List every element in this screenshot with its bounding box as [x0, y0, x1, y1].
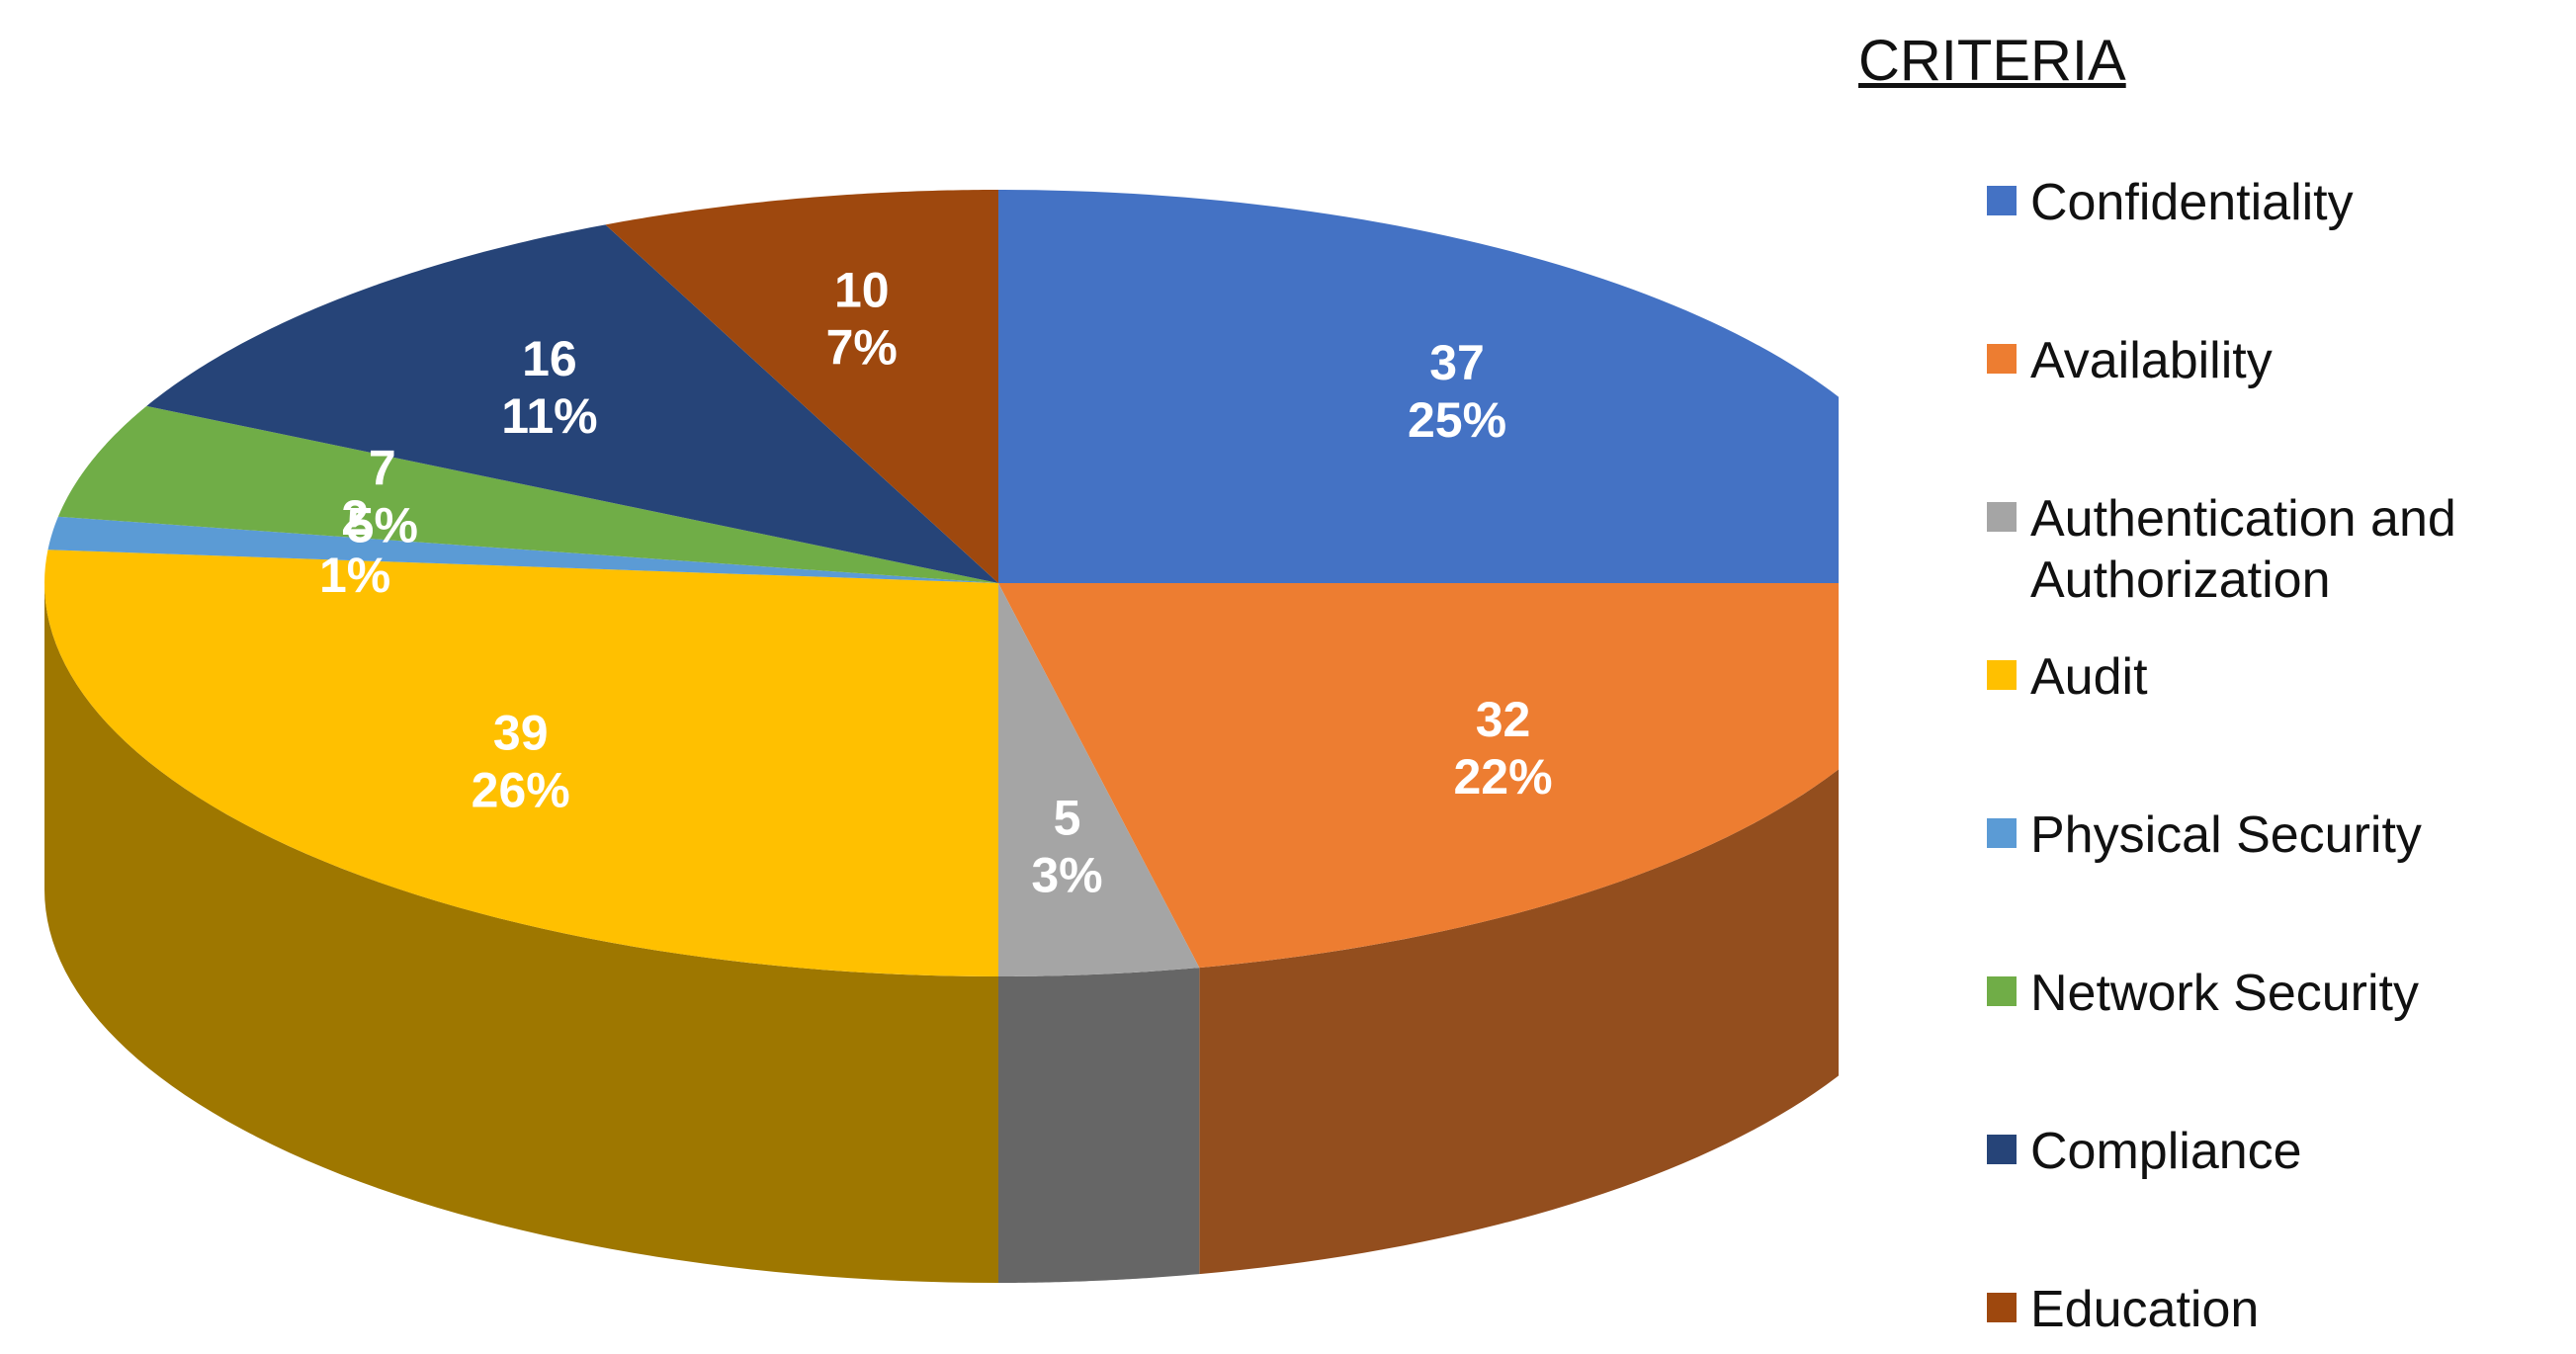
value-label: 2 [341, 490, 369, 546]
legend-title: CRITERIA [1858, 29, 2126, 93]
percentage-label: 1% [319, 548, 390, 603]
legend-item: Physical Security [1987, 804, 2560, 866]
percentage-label: 25% [1408, 392, 1506, 448]
percentage-label: 22% [1454, 749, 1553, 804]
legend-item: Confidentiality [1987, 172, 2560, 233]
value-label: 16 [522, 331, 577, 386]
legend-label: Compliance [2030, 1123, 2302, 1180]
pie-slice [605, 190, 998, 583]
legend-swatch [1987, 1135, 2017, 1164]
pie-side [44, 583, 998, 1283]
pie-slice [44, 550, 998, 976]
legend-item: Availability [1987, 330, 2560, 391]
legend-label: Authentication and Authorization [2030, 490, 2456, 609]
legend-swatch [1987, 186, 2017, 215]
percentage-label: 11% [501, 388, 597, 444]
pie-slice [998, 190, 1839, 583]
pie-slice [998, 583, 1839, 969]
pie-slice [57, 405, 999, 583]
legend-item: Education [1987, 1279, 2560, 1340]
value-label: 32 [1476, 692, 1531, 747]
pie-slice [47, 516, 998, 583]
percentage-label: 7% [826, 320, 898, 376]
pie-side [1199, 769, 1839, 1275]
pie-slice [146, 224, 999, 583]
legend-item: Authentication and Authorization [1987, 488, 2560, 611]
legend-swatch [1987, 976, 2017, 1006]
legend-item: Network Security [1987, 963, 2560, 1024]
legend-label: Physical Security [2030, 806, 2422, 864]
value-label: 37 [1429, 335, 1485, 390]
value-label: 7 [369, 440, 396, 495]
legend-label: Availability [2030, 332, 2273, 389]
legend-label: Confidentiality [2030, 174, 2354, 231]
value-label: 5 [1054, 790, 1081, 845]
pie-side [998, 968, 1200, 1283]
value-label: 10 [834, 263, 890, 318]
legend-swatch [1987, 502, 2017, 532]
legend-label: Audit [2030, 648, 2148, 706]
percentage-label: 5% [347, 497, 418, 552]
legend-swatch [1987, 818, 2017, 848]
legend-item: Audit [1987, 646, 2560, 708]
pie-slice [998, 583, 1200, 976]
percentage-label: 3% [1031, 847, 1102, 902]
legend-swatch [1987, 660, 2017, 690]
legend-item: Compliance [1987, 1121, 2560, 1182]
legend-swatch [1987, 1293, 2017, 1322]
value-label: 39 [493, 705, 549, 760]
legend-swatch [1987, 344, 2017, 374]
legend-label: Education [2030, 1281, 2260, 1338]
legend-label: Network Security [2030, 965, 2419, 1022]
percentage-label: 26% [472, 762, 570, 817]
